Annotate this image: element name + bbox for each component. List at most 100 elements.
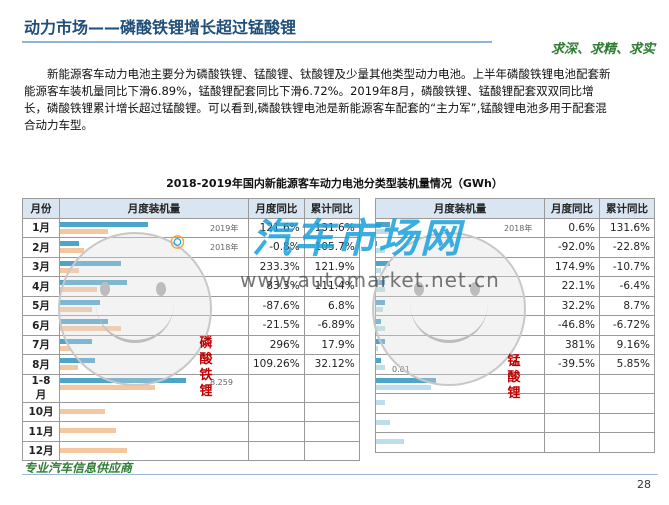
month-label: 12月 — [22, 440, 60, 461]
lmo-cum-yoy: -10.7% — [599, 256, 655, 277]
lfp-volume-cell — [59, 421, 249, 442]
lfp-monthly-yoy: 296% — [248, 334, 305, 355]
lfp-monthly-yoy — [248, 373, 305, 403]
month-label: 5月 — [22, 295, 60, 316]
lmo-volume-cell — [375, 432, 545, 453]
page-title: 动力市场——磷酸铁锂增长超过锰酸锂 — [24, 18, 297, 37]
lmo-cum-yoy: 131.6% — [599, 217, 655, 238]
col-lmo-monthly-yoy: 月度同比 — [544, 198, 600, 219]
lmo-cum-yoy: 9.16% — [599, 334, 655, 355]
lfp-cum-yoy: 6.8% — [303, 295, 360, 316]
automarket-logo-icon — [170, 235, 185, 249]
lmo-bar-2019 — [376, 221, 390, 227]
month-label: 7月 — [22, 334, 60, 355]
col-month: 月份 — [22, 198, 60, 219]
lmo-bar-2018 — [376, 365, 386, 370]
lfp-monthly-yoy — [248, 440, 305, 461]
lmo-monthly-yoy — [544, 373, 600, 394]
month-label: 2月 — [22, 237, 60, 258]
lmo-cum-yoy: 5.85% — [599, 354, 655, 375]
lfp-row: 10月 — [22, 401, 360, 422]
lmo-monthly-yoy — [544, 412, 600, 433]
month-label: 10月 — [22, 401, 60, 422]
lfp-cum-yoy — [303, 421, 360, 442]
lmo-cum-yoy — [599, 373, 655, 394]
lfp-bar-2019 — [60, 241, 80, 246]
col-lfp-monthly-yoy: 月度同比 — [248, 198, 305, 219]
col-lfp-volume: 月度装机量 — [59, 198, 249, 219]
lmo-bar-2018 — [376, 248, 386, 253]
lmo-row — [375, 432, 655, 453]
lfp-cum-yoy: 121.9% — [303, 256, 360, 277]
lfp-row: 1月 2019年 121.6% 131.6% — [22, 217, 360, 238]
month-label: 1-8月 — [22, 373, 60, 403]
lfp-volume-cell — [59, 401, 249, 422]
lfp-cum-yoy — [303, 373, 360, 403]
lfp-row: 12月 — [22, 440, 360, 461]
lfp-total-label: 8.259 — [210, 377, 233, 387]
lmo-monthly-yoy: 22.1% — [544, 276, 600, 297]
col-lfp-cum-yoy: 累计同比 — [303, 198, 360, 219]
month-label: 3月 — [22, 256, 60, 277]
intro-paragraph: 新能源客车动力电池主要分为磷酸铁锂、锰酸锂、钛酸锂及少量其他类型动力电池。上半年… — [24, 67, 611, 132]
lmo-monthly-yoy: 381% — [544, 334, 600, 355]
lmo-volume-cell: 2018年 — [375, 217, 545, 238]
page-number: 28 — [637, 478, 651, 491]
lfp-cum-yoy: 105.7% — [303, 237, 360, 258]
lfp-bar-2018 — [60, 428, 116, 433]
lmo-cum-yoy: 8.7% — [599, 295, 655, 316]
month-label: 8月 — [22, 354, 60, 375]
lfp-monthly-yoy: -87.6% — [248, 295, 305, 316]
lfp-bar-2018 — [60, 384, 156, 390]
col-lmo-cum-yoy: 累计同比 — [599, 198, 655, 219]
lfp-cum-yoy: -6.89% — [303, 315, 360, 336]
lfp-volume-cell — [59, 440, 249, 461]
lmo-bar-2019 — [376, 260, 390, 266]
lmo-bar-2018 — [376, 400, 386, 405]
lmo-bar-2018 — [376, 345, 378, 351]
month-label: 4月 — [22, 276, 60, 297]
footer-divider — [22, 474, 658, 475]
title-divider — [22, 41, 492, 43]
lmo-row: 2018年 0.6% 131.6% — [375, 217, 655, 238]
lfp-cum-yoy: 32.12% — [303, 354, 360, 375]
lfp-bar-2018 — [60, 365, 78, 370]
col-lmo-volume: 月度装机量 — [375, 198, 545, 219]
lmo-cum-yoy — [599, 412, 655, 433]
lmo-cum-yoy — [599, 393, 655, 414]
lfp-row: 1-8月 8.259 — [22, 373, 360, 403]
legend-2018: 2018年 — [210, 243, 239, 252]
lmo-bar-2019 — [376, 377, 436, 383]
lfp-cum-yoy: 111.4% — [303, 276, 360, 297]
smiley-face-left — [58, 232, 212, 386]
lfp-monthly-yoy: 109.26% — [248, 354, 305, 375]
legend-2018-right: 2018年 — [504, 223, 533, 233]
lmo-bar-2019 — [376, 358, 381, 363]
lfp-bar-2018 — [60, 248, 84, 253]
slogan: 求深、求精、求实 — [550, 42, 655, 57]
lfp-bar-2018 — [60, 228, 108, 234]
watermark-brand: 汽车市场网 — [252, 216, 462, 262]
lfp-bar-2018 — [60, 447, 128, 453]
lfp-cum-yoy — [303, 440, 360, 461]
lfp-bar-2018 — [60, 345, 70, 351]
lmo-table: 月度装机量 月度同比 累计同比 2018年 0.6% 131.6% -92.0% -22… — [375, 198, 655, 453]
lmo-bar-2019 — [376, 241, 377, 246]
lmo-monthly-yoy: 32.2% — [544, 295, 600, 316]
legend-2019: 2019年 — [210, 223, 239, 233]
month-label: 6月 — [22, 315, 60, 336]
lfp-cum-yoy: 17.9% — [303, 334, 360, 355]
lfp-monthly-yoy — [248, 421, 305, 442]
month-label: 11月 — [22, 421, 60, 442]
smiley-face-right — [372, 232, 526, 386]
footer-text: 专业汽车信息供应商 — [24, 461, 133, 475]
lmo-monthly-yoy: 0.6% — [544, 217, 600, 238]
lmo-monthly-yoy — [544, 393, 600, 414]
lfp-vertical-label: 磷酸铁锂 — [199, 336, 213, 399]
lmo-cum-yoy — [599, 432, 655, 453]
lmo-vertical-label: 锰酸锂 — [507, 354, 521, 401]
lfp-bar-2019 — [60, 221, 148, 227]
watermark-url: www.automarket.net.cn — [240, 268, 500, 292]
lmo-cum-yoy: -6.72% — [599, 315, 655, 336]
